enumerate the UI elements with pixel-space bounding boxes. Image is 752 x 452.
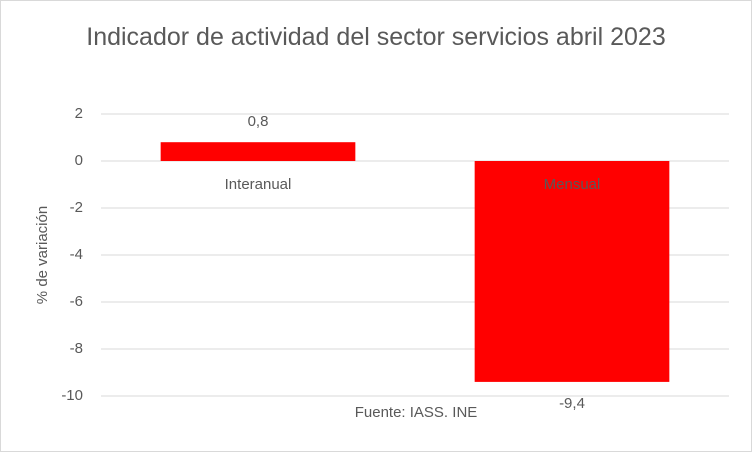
y-tick-label: 2 (75, 105, 83, 122)
y-tick-label: -2 (70, 199, 83, 216)
category-label: Mensual (544, 176, 601, 193)
y-tick-label: -4 (70, 246, 83, 263)
y-tick-label: 0 (75, 152, 83, 169)
y-axis-label: % de variación (34, 206, 51, 304)
value-label: -9,4 (559, 395, 585, 412)
y-tick-label: -10 (61, 387, 83, 404)
bar (160, 142, 356, 161)
source-note: Fuente: IASS. INE (355, 404, 478, 421)
y-tick-label: -8 (70, 340, 83, 357)
bar (474, 161, 670, 382)
value-label: 0,8 (248, 113, 269, 130)
y-tick-label: -6 (70, 293, 83, 310)
chart-title: Indicador de actividad del sector servic… (86, 23, 666, 51)
category-label: Interanual (225, 176, 292, 193)
